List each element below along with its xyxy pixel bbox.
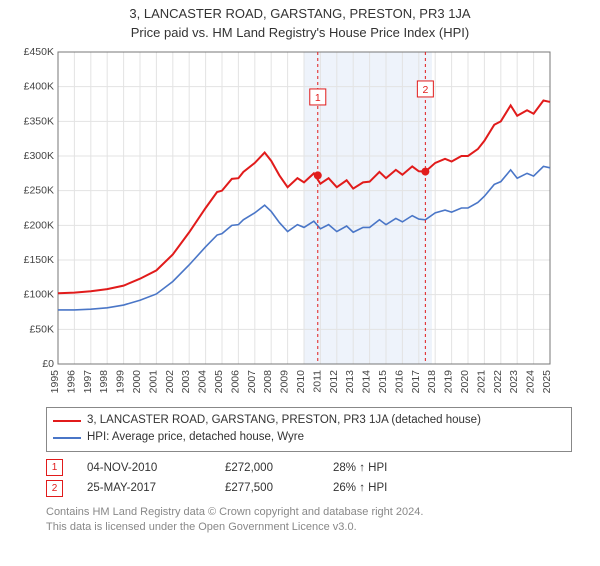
svg-text:£300K: £300K [24, 150, 54, 162]
svg-text:2013: 2013 [344, 370, 356, 394]
svg-text:£50K: £50K [29, 323, 54, 335]
svg-text:2009: 2009 [279, 370, 291, 394]
legend-label-property: 3, LANCASTER ROAD, GARSTANG, PRESTON, PR… [87, 412, 481, 429]
svg-text:£100K: £100K [24, 289, 54, 301]
transaction-marker-icon: 1 [46, 459, 63, 476]
svg-text:2019: 2019 [443, 370, 455, 394]
svg-text:2010: 2010 [295, 370, 307, 394]
svg-text:2000: 2000 [131, 370, 143, 394]
chart-title-sub: Price paid vs. HM Land Registry's House … [0, 25, 600, 40]
transaction-row: 2 25-MAY-2017 £277,500 26% ↑ HPI [46, 478, 572, 499]
svg-text:£250K: £250K [24, 185, 54, 197]
svg-text:£200K: £200K [24, 219, 54, 231]
svg-text:1: 1 [315, 92, 321, 104]
legend-row: HPI: Average price, detached house, Wyre [53, 429, 565, 446]
svg-text:2008: 2008 [262, 370, 274, 394]
transaction-pct: 26% ↑ HPI [333, 478, 443, 499]
svg-text:2003: 2003 [180, 370, 192, 394]
transaction-list: 1 04-NOV-2010 £272,000 28% ↑ HPI 2 25-MA… [46, 458, 572, 499]
transaction-price: £272,000 [225, 458, 315, 479]
svg-text:2024: 2024 [525, 370, 537, 394]
svg-text:2023: 2023 [508, 370, 520, 394]
transaction-price: £277,500 [225, 478, 315, 499]
legend-label-hpi: HPI: Average price, detached house, Wyre [87, 429, 304, 446]
svg-text:2011: 2011 [311, 370, 323, 393]
legend-swatch-hpi [53, 437, 81, 439]
svg-text:2020: 2020 [459, 370, 471, 394]
svg-text:2007: 2007 [246, 370, 258, 394]
price-chart: £0 £50K £100K £150K £200K £250K £300K £350K £400… [12, 46, 558, 396]
svg-text:2004: 2004 [197, 370, 209, 394]
legend: 3, LANCASTER ROAD, GARSTANG, PRESTON, PR… [46, 407, 572, 452]
svg-text:£450K: £450K [24, 46, 54, 58]
svg-text:1998: 1998 [98, 370, 110, 394]
svg-text:2006: 2006 [229, 370, 241, 394]
transaction-marker-icon: 2 [46, 480, 63, 497]
footer-line: Contains HM Land Registry data © Crown c… [46, 505, 572, 520]
svg-text:2012: 2012 [328, 370, 340, 394]
svg-text:2025: 2025 [541, 370, 553, 394]
svg-text:2017: 2017 [410, 370, 422, 394]
chart-title-address: 3, LANCASTER ROAD, GARSTANG, PRESTON, PR… [0, 6, 600, 21]
svg-text:2005: 2005 [213, 370, 225, 394]
transaction-date: 25-MAY-2017 [87, 478, 207, 499]
transaction-pct: 28% ↑ HPI [333, 458, 443, 479]
svg-text:£350K: £350K [24, 115, 54, 127]
svg-text:2021: 2021 [475, 370, 487, 394]
svg-text:2018: 2018 [426, 370, 438, 394]
svg-text:£0: £0 [42, 358, 54, 370]
svg-text:£400K: £400K [24, 81, 54, 93]
svg-text:2016: 2016 [393, 370, 405, 394]
footer-line: This data is licensed under the Open Gov… [46, 520, 572, 535]
svg-text:2: 2 [422, 84, 428, 96]
svg-text:2001: 2001 [147, 370, 159, 394]
svg-text:2014: 2014 [361, 370, 373, 394]
svg-text:2022: 2022 [492, 370, 504, 394]
transaction-row: 1 04-NOV-2010 £272,000 28% ↑ HPI [46, 458, 572, 479]
transaction-date: 04-NOV-2010 [87, 458, 207, 479]
legend-row: 3, LANCASTER ROAD, GARSTANG, PRESTON, PR… [53, 412, 565, 429]
svg-text:2002: 2002 [164, 370, 176, 394]
svg-text:1999: 1999 [115, 370, 127, 394]
svg-text:1995: 1995 [49, 370, 61, 394]
svg-text:2015: 2015 [377, 370, 389, 394]
legend-swatch-property [53, 420, 81, 422]
svg-text:1997: 1997 [82, 370, 94, 394]
footer-attribution: Contains HM Land Registry data © Crown c… [46, 505, 572, 535]
svg-text:1996: 1996 [65, 370, 77, 394]
svg-text:£150K: £150K [24, 254, 54, 266]
